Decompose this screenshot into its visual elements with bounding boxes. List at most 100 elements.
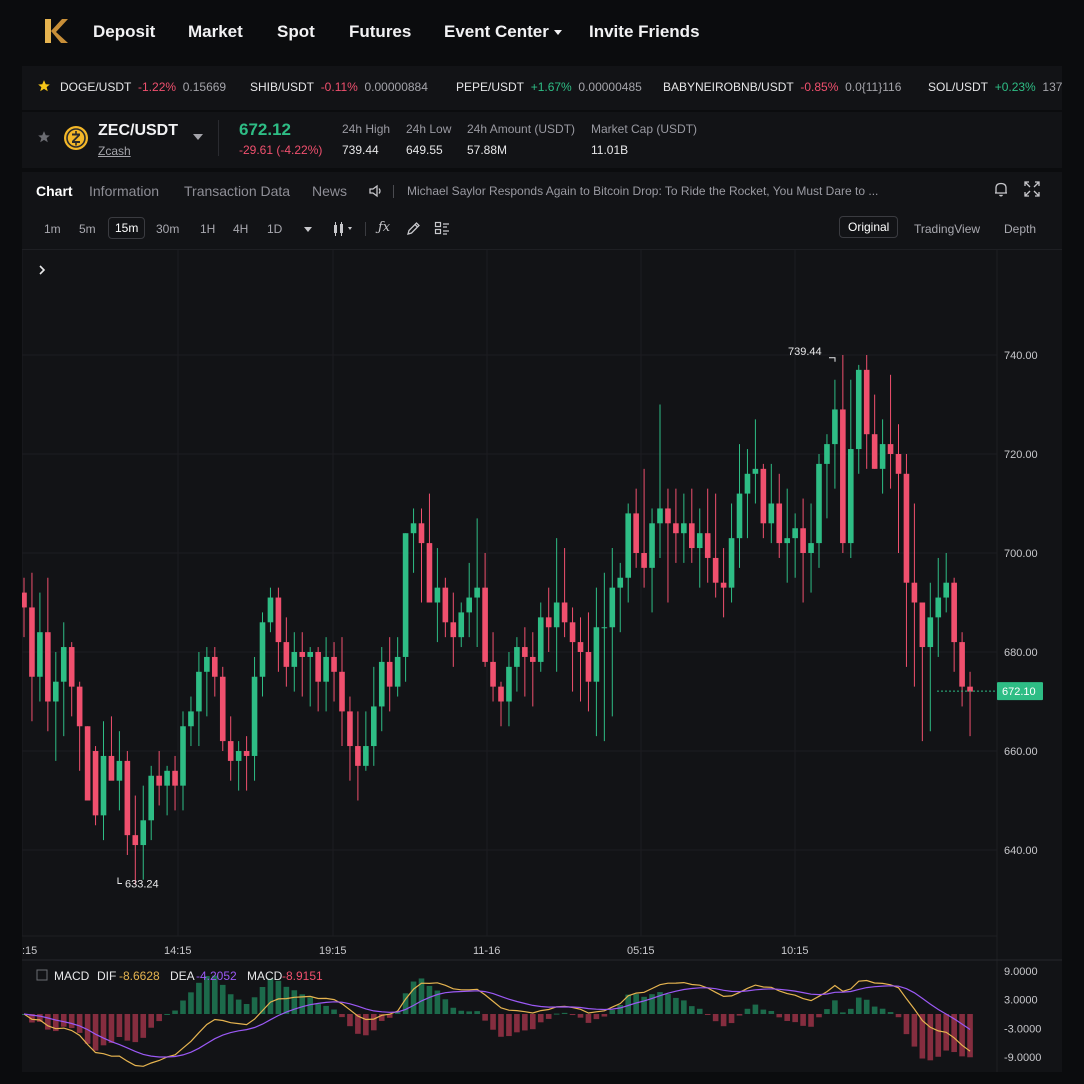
macd-histogram-bar	[116, 1014, 123, 1038]
ticker-price: 0.0{11}116	[845, 80, 902, 94]
pair-name[interactable]: Zcash	[98, 144, 131, 158]
candle-body	[792, 528, 798, 539]
star-favorite-icon[interactable]	[37, 79, 51, 93]
candle-type-icon[interactable]	[332, 221, 358, 237]
zcash-coin-icon	[64, 126, 88, 150]
pair-symbol[interactable]: ZEC/USDT	[98, 122, 178, 139]
candle-body	[863, 369, 870, 435]
macd-histogram-bar	[331, 1009, 337, 1014]
tab-transaction-data[interactable]: Transaction Data	[184, 183, 291, 199]
timeframe-1m[interactable]: 1m	[44, 222, 61, 236]
nav-deposit[interactable]: Deposit	[93, 22, 156, 41]
timeframe-30m[interactable]: 30m	[156, 222, 180, 236]
macd-histogram-bar	[593, 1014, 600, 1020]
bell-alert-icon[interactable]	[992, 180, 1010, 198]
y-tick-label: 740.00	[1004, 350, 1038, 362]
timeframe-4h[interactable]: 4H	[233, 222, 249, 236]
star-icon[interactable]	[37, 130, 51, 144]
macd-histogram-bar	[482, 1014, 488, 1021]
news-headline[interactable]: Michael Saylor Responds Again to Bitcoin…	[407, 184, 879, 198]
x-tick-label: 10:15	[781, 945, 809, 957]
y-tick-label: 700.00	[1004, 548, 1038, 560]
price-chart[interactable]: 740.00 720.00 700.00 680.00 660.00 640.00 :15…	[22, 250, 1062, 1072]
top-nav: Deposit Market Spot Futures Event Center…	[0, 0, 1084, 64]
macd-histogram-bar	[506, 1014, 512, 1037]
timeframe-5m[interactable]: 5m	[79, 222, 96, 236]
macd-histogram-bar	[752, 1004, 759, 1014]
last-price-tag	[997, 682, 1043, 701]
macd-dea-label: DEA	[170, 969, 195, 983]
app-logo[interactable]	[40, 16, 70, 46]
timeframe-1d[interactable]: 1D	[267, 222, 283, 236]
ticker-item[interactable]: BABYNEIROBNB/USDT -0.85% 0.0{11}116	[663, 80, 901, 94]
candle-body	[641, 553, 647, 568]
nav-market[interactable]: Market	[188, 22, 243, 41]
candle-body	[37, 632, 43, 677]
macd-histogram-bar	[871, 1006, 878, 1014]
candle-body	[378, 661, 385, 707]
macd-histogram-bar	[140, 1014, 147, 1038]
tab-chart[interactable]: Chart	[36, 183, 73, 199]
candle-body	[156, 775, 162, 786]
macd-histogram-bar	[696, 1008, 703, 1014]
timeframe-more-icon[interactable]	[304, 227, 312, 232]
ticker-item[interactable]: SHIB/USDT -0.11% 0.00000884	[250, 80, 428, 94]
ticker-change: -0.85%	[800, 80, 839, 94]
indicator-fx-icon[interactable]: ƒx	[378, 220, 391, 235]
macd-legend-title: MACD	[54, 969, 90, 983]
macd-histogram-bar	[92, 1014, 99, 1051]
stat-value: 57.88M	[467, 143, 508, 157]
macd-histogram-bar	[800, 1014, 806, 1026]
nav-futures[interactable]: Futures	[349, 22, 412, 41]
macd-histogram-bar	[490, 1014, 496, 1030]
nav-invite-friends[interactable]: Invite Friends	[589, 22, 700, 41]
chevron-down-icon[interactable]	[193, 134, 203, 140]
candle-body	[657, 508, 663, 524]
low-price-marker: 633.24	[125, 878, 159, 890]
layout-settings-icon[interactable]	[434, 221, 450, 236]
tab-information[interactable]: Information	[89, 183, 160, 199]
macd-histogram-bar	[37, 1014, 43, 1022]
ticker-item[interactable]: SOL/USDT +0.23% 137	[928, 80, 1062, 94]
ticker-item[interactable]: DOGE/USDT -1.22% 0.15669	[60, 80, 226, 94]
candle-body	[426, 543, 433, 603]
macd-histogram-bar	[633, 994, 639, 1014]
nav-event-center[interactable]: Event Center	[444, 22, 562, 42]
ticker-price: 0.00000884	[364, 80, 428, 94]
expand-sidebar-icon[interactable]	[36, 264, 48, 276]
view-depth[interactable]: Depth	[1004, 222, 1037, 236]
view-tradingview[interactable]: TradingView	[914, 222, 981, 236]
macd-histogram-bar	[832, 1000, 838, 1014]
pencil-draw-icon[interactable]	[406, 221, 421, 236]
macd-collapse-icon[interactable]	[36, 969, 48, 981]
candle-body	[537, 617, 544, 662]
stat-label: Market Cap (USDT)	[591, 122, 698, 136]
candle-body	[752, 468, 759, 474]
stat-value: 649.55	[406, 143, 443, 157]
candle-body	[633, 513, 639, 553]
candle-body	[895, 454, 902, 474]
macd-histogram-bar	[283, 986, 290, 1014]
view-original[interactable]: Original	[839, 216, 899, 238]
candle-body	[490, 661, 496, 687]
tab-news[interactable]: News	[312, 183, 348, 199]
macd-histogram-bar	[736, 1014, 743, 1016]
macd-histogram-bar	[363, 1014, 369, 1036]
ticker-item[interactable]: PEPE/USDT +1.67% 0.00000485	[456, 80, 642, 94]
timeframe-15m[interactable]: 15m	[108, 217, 146, 239]
candle-body	[593, 627, 600, 682]
macd-y-tick-label: -3.0000	[1004, 1023, 1041, 1035]
candle-body	[903, 473, 910, 583]
nav-spot[interactable]: Spot	[277, 22, 315, 41]
macd-histogram-bar	[903, 1014, 910, 1035]
candle-body	[410, 523, 417, 534]
macd-histogram-bar	[617, 1005, 624, 1014]
y-tick-label: 720.00	[1004, 449, 1038, 461]
candle-body	[116, 760, 123, 781]
fullscreen-icon[interactable]	[1024, 181, 1040, 197]
timeframe-1h[interactable]: 1H	[200, 222, 216, 236]
macd-histogram-bar	[378, 1014, 385, 1021]
candle-body	[800, 528, 806, 553]
candle-body	[172, 770, 178, 786]
macd-histogram-bar	[840, 1012, 846, 1014]
